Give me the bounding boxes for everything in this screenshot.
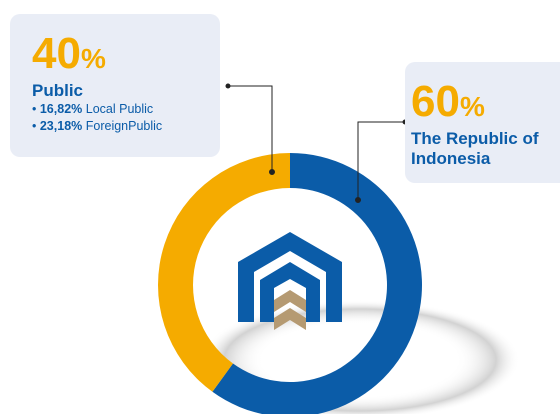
breakdown-item: • 23,18% ForeignPublic [32,119,163,133]
unit: % [459,91,485,122]
callout-government: 60% The Republic of Indonesia [405,62,560,183]
callout-public: 40% Public • 16,82% Local Public • 23,18… [10,14,220,157]
breakdown-value: 23,18% [39,119,83,133]
unit: % [80,43,106,74]
donut-segment [212,153,422,414]
breakdown-item: • 16,82% Local Public [32,102,154,116]
percent: 60 [411,77,460,126]
value-label: 60% [411,80,560,129]
breakdown-value: 16,82% [39,102,83,116]
value-label: 40% [32,32,220,81]
breakdown-name: ForeignPublic [85,119,163,133]
legend-label: The Republic of Indonesia [411,129,539,168]
donut-segment [157,153,290,392]
connectors [225,83,408,203]
percent: 40 [32,29,81,78]
legend-label: Public [32,81,84,100]
breakdown-name: Local Public [85,102,154,116]
logo [238,232,342,330]
